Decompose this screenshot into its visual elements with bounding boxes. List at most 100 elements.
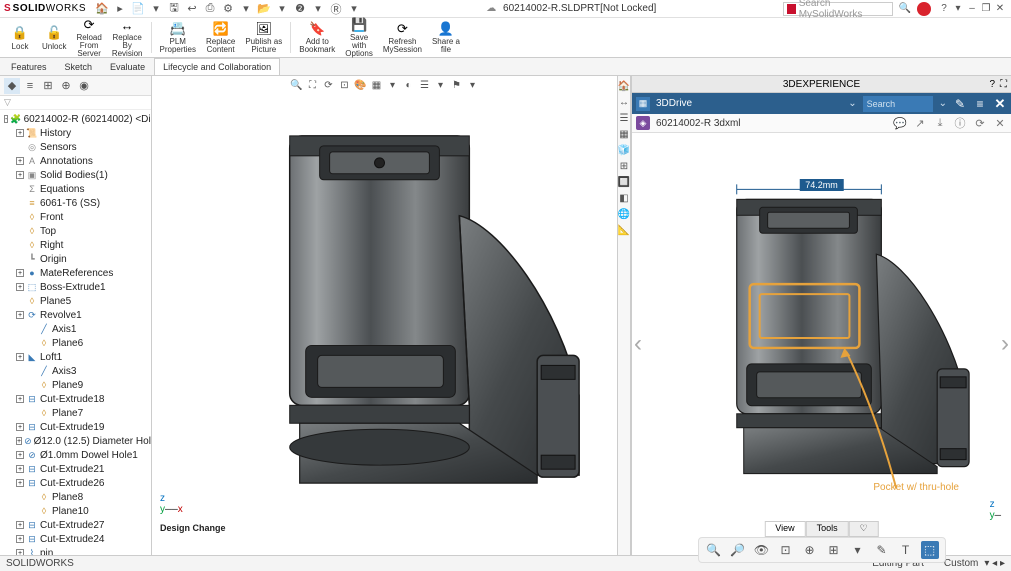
3dx-file-close-icon[interactable]: ✕ [993,117,1007,130]
tree-tab-2[interactable]: ⊞ [40,78,56,94]
tree-node[interactable]: ╱Axis1 [0,322,151,336]
ds-account-icon[interactable] [917,2,931,16]
tree-node[interactable]: ≡6061-T6 (SS) [0,196,151,210]
ribbon-plm-button[interactable]: 📇PLM Properties [156,20,200,55]
tab-evaluate[interactable]: Evaluate [101,58,154,75]
gutter-icon-9[interactable]: 📐 [618,224,630,236]
qat-btn-5[interactable]: ↩ [186,3,198,15]
3dx-viewer[interactable]: ‹ › 74.2mm [632,133,1011,555]
tree-tab-4[interactable]: ◉ [76,78,92,94]
feature-tree[interactable]: -🧩60214002-R (60214002) <Display St..+📜H… [0,110,151,555]
ribbon-share-button[interactable]: 👤Share a file [428,20,464,55]
3dx-tab-tools[interactable]: Tools [806,521,849,537]
tree-node[interactable]: +AAnnotations [0,154,151,168]
view-tool-0[interactable]: 🔍 [291,79,303,91]
tree-node[interactable]: ◊Top [0,224,151,238]
expand-icon[interactable]: + [16,479,24,487]
tree-node[interactable]: -🧩60214002-R (60214002) <Display St.. [0,112,151,126]
ribbon-add-button[interactable]: 🔖Add to Bookmark [295,20,339,55]
3dx-next-icon[interactable]: › [1001,330,1009,358]
expand-icon[interactable]: + [16,157,24,165]
view-tool-4[interactable]: 🎨 [355,79,367,91]
tree-node[interactable]: +⊟Cut-Extrude19 [0,420,151,434]
qat-btn-4[interactable]: 🖫 [168,3,180,15]
qat-btn-3[interactable]: ▾ [150,3,162,15]
3dx-search-input[interactable]: Search [863,96,933,112]
help-icon[interactable]: ? [937,3,951,14]
expand-icon[interactable]: + [16,423,24,431]
view-tool-10[interactable]: ⚑ [451,79,463,91]
tree-node[interactable]: ◎Sensors [0,140,151,154]
tree-node[interactable]: ┗Origin [0,252,151,266]
3dx-expand-icon[interactable]: ⛶ [1000,79,1007,90]
ribbon-replace-button[interactable]: ↔Replace By Revision [108,20,147,55]
tree-node[interactable]: ╱Axis3 [0,364,151,378]
tree-node[interactable]: +⊟Cut-Extrude24 [0,532,151,546]
qat-btn-7[interactable]: ⚙ [222,3,234,15]
tree-node[interactable]: ◊Plane8 [0,490,151,504]
ribbon-lock-button[interactable]: 🔒Lock [4,20,36,55]
ribbon-reload-button[interactable]: ⟳Reload From Server [72,20,105,55]
expand-icon[interactable]: + [16,353,24,361]
3dx-tool-1[interactable]: 🔎 [729,541,747,559]
3dx-app-menu-icon[interactable]: ⌄ [848,98,856,109]
tree-node[interactable]: ΣEquations [0,182,151,196]
3dx-menu-icon[interactable]: ≡ [973,97,987,111]
tree-node[interactable]: ◊Plane6 [0,336,151,350]
help-menu[interactable]: ▾ [951,3,965,14]
view-tool-5[interactable]: ▦ [371,79,383,91]
tree-node[interactable]: +⬚Boss-Extrude1 [0,280,151,294]
tree-node[interactable]: +●MateReferences [0,266,151,280]
view-tool-7[interactable]: ◐ [403,79,415,91]
status-unit-system[interactable]: Custom [944,558,978,569]
tree-node[interactable]: ◊Right [0,238,151,252]
tree-node[interactable]: ◊Front [0,210,151,224]
3dx-favorite-icon[interactable]: ♡ [849,521,879,537]
view-tool-2[interactable]: ⟳ [323,79,335,91]
view-tool-9[interactable]: ▾ [435,79,447,91]
tree-node[interactable]: +⟳Revolve1 [0,308,151,322]
status-arrows[interactable]: ▾ ◂ ▸ [984,558,1005,569]
view-tool-11[interactable]: ▾ [467,79,479,91]
3dx-help-icon[interactable]: ? [989,79,995,90]
expand-icon[interactable]: + [16,465,24,473]
tree-node[interactable]: +◣Loft1 [0,350,151,364]
qat-btn-0[interactable]: 🏠 [96,3,108,15]
3dx-tool-9[interactable]: ⬚ [921,541,939,559]
3dx-comment-icon[interactable]: 💬 [893,117,907,130]
tree-node[interactable]: ◊Plane10 [0,504,151,518]
3dx-prev-icon[interactable]: ‹ [634,330,642,358]
view-tool-6[interactable]: ▾ [387,79,399,91]
tree-node[interactable]: +⊘Ø12.0 (12.5) Diameter Hole1 [0,434,151,448]
qat-btn-6[interactable]: ⎙ [204,3,216,15]
gutter-icon-6[interactable]: 🔲 [618,176,630,188]
gutter-icon-0[interactable]: 🏠 [618,80,630,92]
qat-btn-11[interactable]: ❷ [294,3,306,15]
tree-node[interactable]: ◊Plane7 [0,406,151,420]
qat-btn-1[interactable]: ▸ [114,3,126,15]
3dx-info-icon[interactable]: ⓘ [953,115,967,131]
3dx-tool-5[interactable]: ⊞ [825,541,843,559]
3dx-tool-7[interactable]: ✎ [873,541,891,559]
qat-btn-9[interactable]: 📂 [258,3,270,15]
tree-node[interactable]: ◊Plane5 [0,294,151,308]
expand-icon[interactable]: + [16,451,24,459]
gutter-icon-5[interactable]: ⊞ [618,160,630,172]
maximize-button[interactable]: ❐ [979,3,993,14]
3dx-refresh-icon[interactable]: ⟳ [973,117,987,130]
ribbon-replace-button[interactable]: 🔁Replace Content [202,20,239,55]
expand-icon[interactable]: - [4,115,8,123]
3dx-edit-icon[interactable]: ✎ [953,97,967,111]
tree-tab-3[interactable]: ⊕ [58,78,74,94]
tree-filter[interactable]: ▽ [0,96,151,110]
3dx-tool-6[interactable]: ▾ [849,541,867,559]
3dx-app-icon[interactable]: ▦ [636,97,650,111]
tree-node[interactable]: +⊟Cut-Extrude26 [0,476,151,490]
qat-btn-13[interactable]: Ⓡ [330,3,342,15]
ribbon-save-button[interactable]: 💾Save with Options [341,20,377,55]
tree-node[interactable]: +⊟Cut-Extrude21 [0,462,151,476]
expand-icon[interactable]: + [16,521,24,529]
qat-btn-2[interactable]: 📄 [132,3,144,15]
search-icon[interactable]: 🔍 [899,3,911,14]
tab-lifecycle-and-collaboration[interactable]: Lifecycle and Collaboration [154,58,280,75]
